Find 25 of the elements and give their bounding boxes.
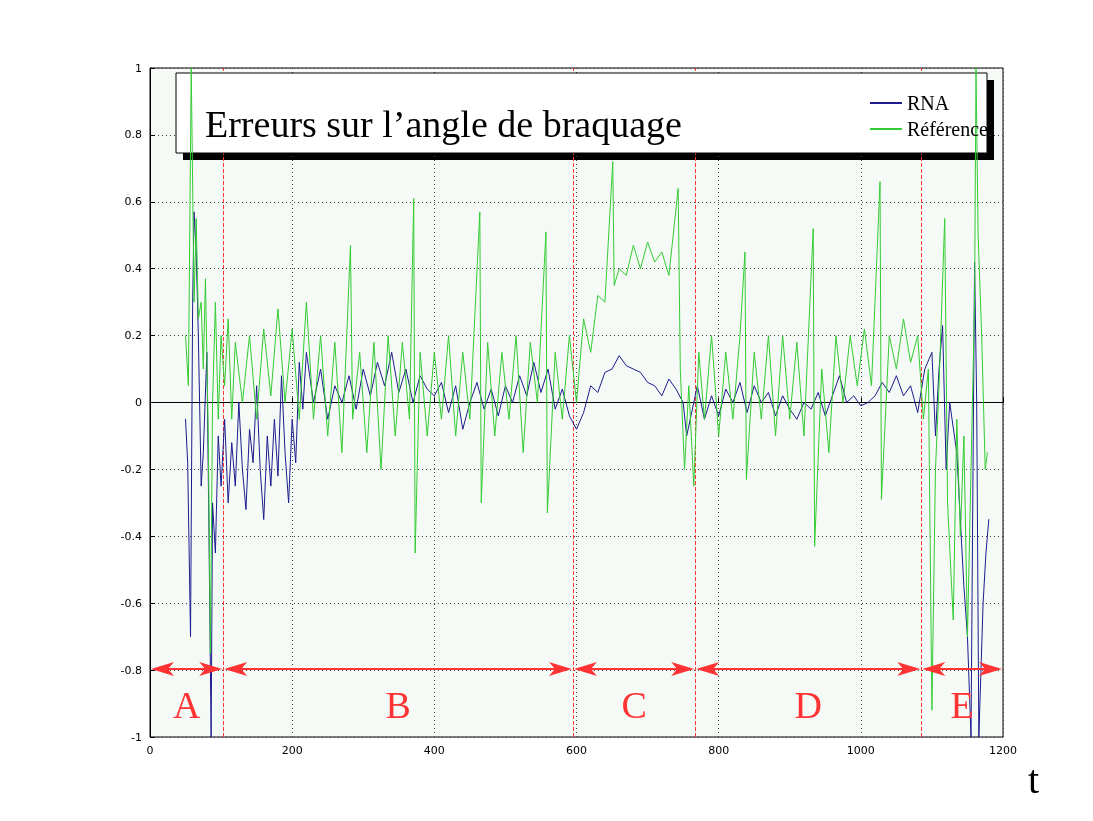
legend-label: RNA xyxy=(906,92,950,114)
text: Erreurs sur l’angle de braquage xyxy=(205,103,682,145)
y-tick-label: 0 xyxy=(135,396,142,409)
y-tick-label: 0.8 xyxy=(124,128,142,142)
x-tick-label: 0 xyxy=(146,744,154,757)
x-tick-label: 200 xyxy=(281,744,303,757)
y-tick-label: 0.4 xyxy=(124,262,142,276)
x-tick-label: 400 xyxy=(423,744,445,757)
x-tick-label: 800 xyxy=(708,744,730,757)
y-tick-label: -0.4 xyxy=(120,529,142,543)
annotation: C xyxy=(621,683,647,726)
x-axis-title: t xyxy=(1028,756,1040,802)
y-tick-label: -1 xyxy=(131,730,142,744)
x-tick-label: 600 xyxy=(566,744,587,757)
y-tick-label: -0.8 xyxy=(120,663,142,677)
x-tick-label: 1000 xyxy=(846,744,875,757)
y-tick-label: 0.2 xyxy=(124,329,142,343)
y-tick-label: -0.2 xyxy=(120,462,142,476)
annotation: D xyxy=(794,683,822,726)
y-tick-label: -0.6 xyxy=(120,596,142,610)
x-tick-label: 1200 xyxy=(989,744,1017,757)
y-tick-label: 1 xyxy=(135,61,142,75)
annotation: A xyxy=(172,683,201,726)
annotation: B xyxy=(385,683,411,726)
y-tick-label: 0.6 xyxy=(124,195,142,209)
